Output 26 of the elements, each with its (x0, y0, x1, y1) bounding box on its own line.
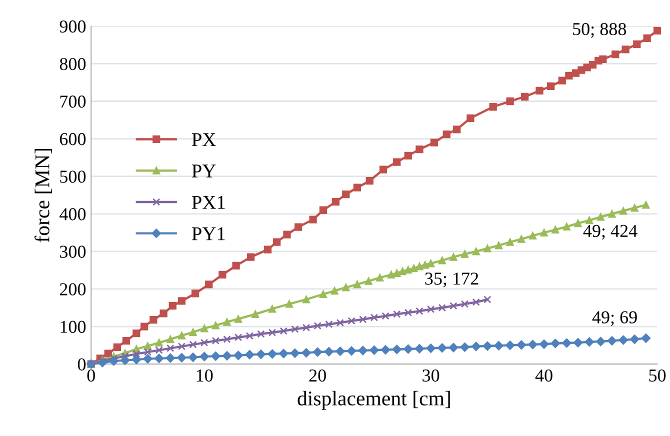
y-tick-label: 700 (60, 96, 86, 108)
annotation: 35; 172 (425, 272, 478, 288)
legend-label: PX1 (192, 196, 225, 209)
y-tick-label: 100 (60, 320, 86, 333)
annotation: 49; 69 (592, 311, 637, 326)
legend-label: PX (192, 133, 216, 146)
y-tick-label: 300 (60, 246, 86, 258)
x-tick-label: 0 (87, 369, 95, 382)
y-tick-label: 400 (60, 208, 86, 220)
x-tick-label: 50 (649, 369, 666, 382)
y-tick-label: 500 (60, 170, 86, 183)
y-tick-label: 600 (60, 133, 86, 146)
x-tick-label: 30 (422, 369, 440, 382)
x-tick-label: 10 (196, 369, 213, 382)
y-tick-label: 0 (78, 358, 86, 370)
annotation: 49; 424 (583, 224, 638, 240)
x-tick-label: 20 (309, 369, 326, 382)
legend-label: PY1 (192, 227, 225, 240)
legend-label: PY (192, 164, 216, 178)
x-tick-label: 40 (535, 369, 552, 382)
annotation: 50; 888 (573, 23, 626, 38)
y-axis-title: force [MN] (34, 148, 52, 242)
y-tick-label: 200 (60, 283, 86, 296)
y-tick-label: 900 (60, 20, 86, 33)
y-tick-label: 800 (60, 58, 86, 70)
x-axis-title: displacement [cm] (298, 390, 450, 410)
